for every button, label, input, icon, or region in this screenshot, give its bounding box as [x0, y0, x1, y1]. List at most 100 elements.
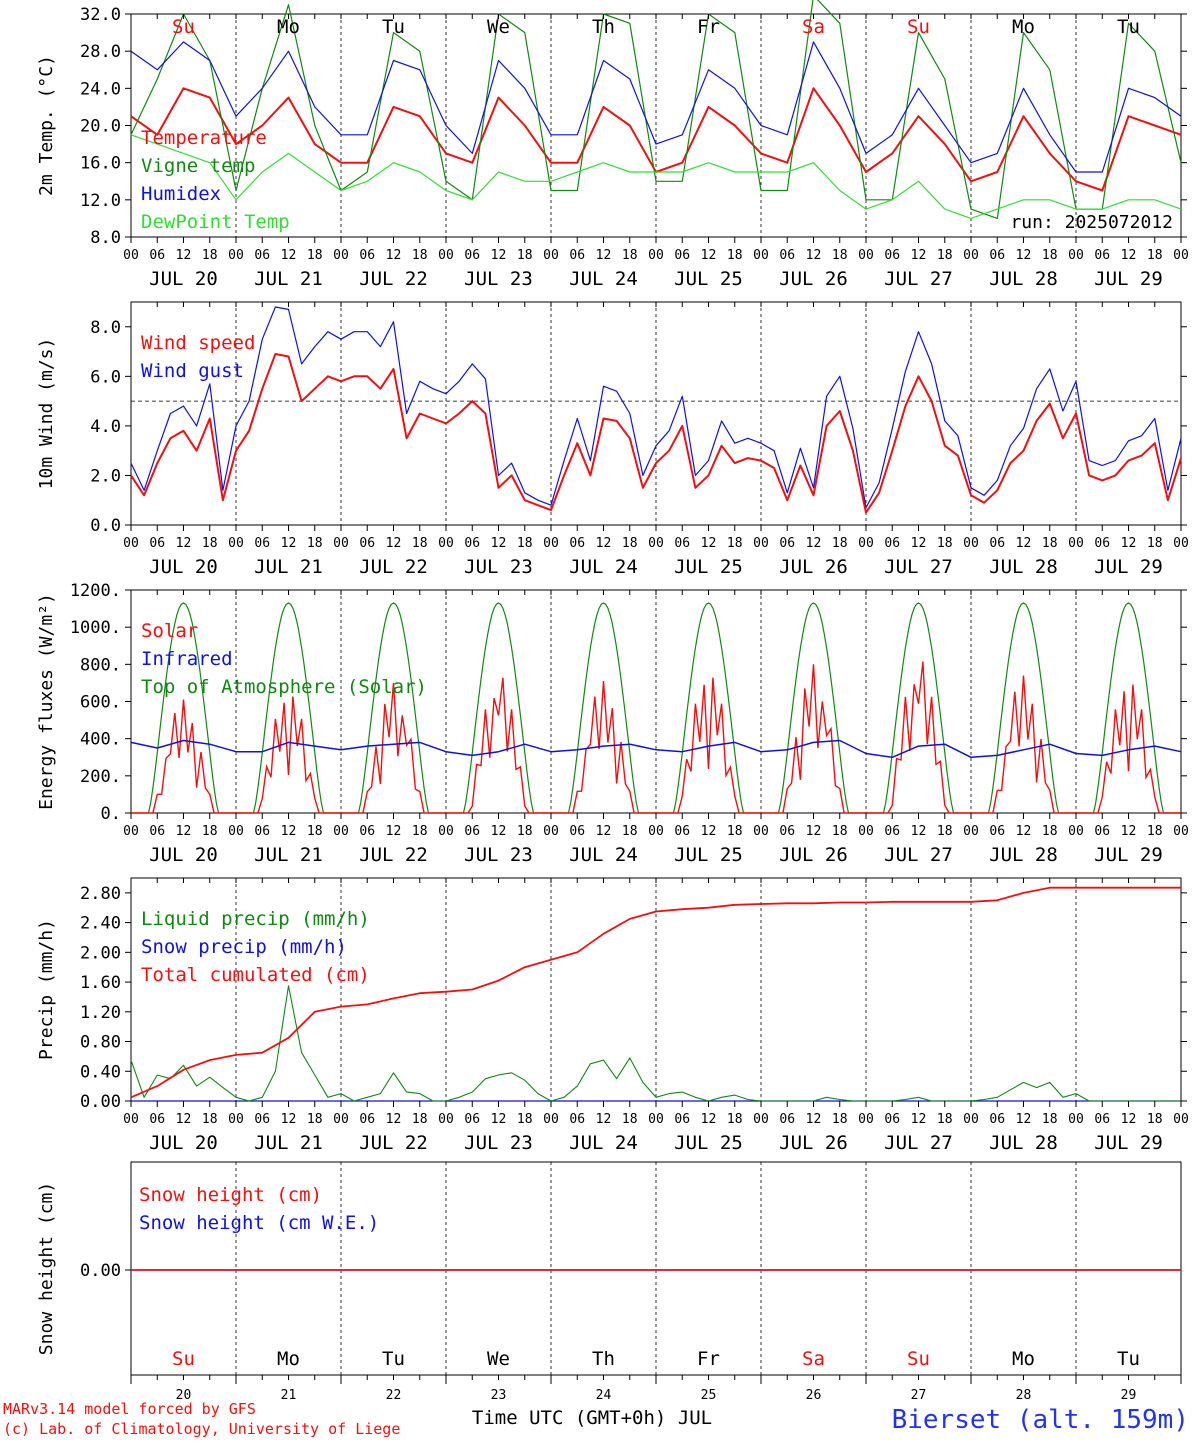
- hour-tick-label: 06: [149, 1112, 165, 1127]
- day-label: JUL 28: [989, 268, 1058, 290]
- hour-tick-label: 06: [149, 248, 165, 263]
- hour-tick-label: 12: [491, 248, 507, 263]
- hour-tick-label: 12: [701, 1112, 717, 1127]
- day-number-label: 20: [176, 1388, 192, 1403]
- weekday-label: Sa: [802, 16, 825, 38]
- credit-line-2: (c) Lab. of Climatology, University of L…: [3, 1420, 400, 1438]
- station-label: Bierset (alt. 159m): [892, 1405, 1189, 1435]
- hour-tick-label: 06: [359, 536, 375, 551]
- day-label: JUL 23: [464, 268, 533, 290]
- hour-tick-label: 06: [149, 824, 165, 839]
- hour-tick-label: 06: [989, 536, 1005, 551]
- hour-tick-label: 18: [1147, 248, 1163, 263]
- hour-tick-label: 00: [753, 536, 769, 551]
- day-label: JUL 25: [674, 556, 743, 578]
- series-line: [130, 739, 1182, 759]
- hour-tick-label: 00: [753, 248, 769, 263]
- hour-tick-label: 12: [806, 248, 822, 263]
- hour-tick-label: 06: [779, 536, 795, 551]
- day-label: JUL 24: [569, 1132, 638, 1154]
- day-number-label: 21: [281, 1388, 297, 1403]
- hour-tick-label: 18: [412, 824, 428, 839]
- hour-tick-label: 18: [937, 824, 953, 839]
- hour-tick-label: 18: [412, 248, 428, 263]
- legend-entry: Solar: [141, 620, 198, 642]
- hour-tick-label: 00: [648, 1112, 664, 1127]
- hour-tick-label: 12: [1121, 248, 1137, 263]
- hour-tick-label: 12: [1016, 1112, 1032, 1127]
- day-number-label: 29: [1121, 1388, 1137, 1403]
- hour-tick-label: 18: [202, 1112, 218, 1127]
- hour-tick-label: 00: [858, 536, 874, 551]
- y-axis-label: Snow height (cm): [36, 1182, 57, 1355]
- hour-tick-label: 00: [333, 536, 349, 551]
- hour-tick-label: 18: [202, 824, 218, 839]
- day-label: JUL 21: [254, 844, 323, 866]
- hour-tick-label: 00: [963, 824, 979, 839]
- hour-tick-label: 06: [884, 824, 900, 839]
- hour-tick-label: 12: [701, 536, 717, 551]
- hour-tick-label: 12: [281, 248, 297, 263]
- hour-tick-label: 18: [307, 536, 323, 551]
- day-label: JUL 20: [149, 1132, 218, 1154]
- hour-tick-label: 00: [858, 248, 874, 263]
- day-label: JUL 20: [149, 556, 218, 578]
- y-tick-label: 2.40: [80, 914, 121, 934]
- weekday-label: Fr: [697, 1348, 720, 1370]
- hour-tick-label: 12: [701, 248, 717, 263]
- hour-tick-label: 00: [1173, 536, 1189, 551]
- hour-tick-label: 12: [386, 248, 402, 263]
- hour-tick-label: 06: [884, 1112, 900, 1127]
- hour-tick-label: 12: [281, 824, 297, 839]
- y-tick-label: 200.: [80, 767, 121, 787]
- hour-tick-label: 00: [228, 248, 244, 263]
- hour-tick-label: 06: [464, 536, 480, 551]
- series-line: [130, 306, 1182, 509]
- hour-tick-label: 06: [569, 536, 585, 551]
- hour-tick-label: 12: [911, 1112, 927, 1127]
- hour-tick-label: 00: [438, 824, 454, 839]
- panel-frame: [130, 589, 1182, 814]
- y-tick-label: 28.0: [80, 42, 121, 62]
- hour-tick-label: 18: [1042, 824, 1058, 839]
- y-axis-label: 2m Temp. (°C): [36, 55, 57, 196]
- hour-tick-label: 18: [622, 536, 638, 551]
- hour-tick-label: 06: [674, 248, 690, 263]
- day-number-label: 23: [491, 1388, 507, 1403]
- hour-tick-label: 12: [596, 248, 612, 263]
- wind-panel: Wind speed Wind gust 0.0 2.0 4.0 6.0 8.0 10m Wi…: [36, 301, 1189, 578]
- hour-tick-label: 06: [779, 1112, 795, 1127]
- day-label: JUL 20: [149, 844, 218, 866]
- weekday-label: Tu: [382, 16, 405, 38]
- hour-tick-label: 18: [727, 1112, 743, 1127]
- hour-tick-label: 18: [727, 536, 743, 551]
- y-tick-label: 2.00: [80, 943, 121, 963]
- y-tick-label: 4.0: [90, 417, 121, 437]
- legend-entry: Total cumulated (cm): [141, 964, 370, 986]
- hour-tick-label: 18: [832, 248, 848, 263]
- day-label: JUL 24: [569, 844, 638, 866]
- day-label: JUL 21: [254, 1132, 323, 1154]
- hour-tick-label: 18: [1147, 536, 1163, 551]
- hour-tick-label: 18: [1042, 248, 1058, 263]
- y-tick-label: 12.0: [80, 191, 121, 211]
- hour-tick-label: 12: [911, 536, 927, 551]
- legend-entry: Temperature: [141, 127, 267, 149]
- legend-entry: Snow height (cm): [139, 1184, 322, 1206]
- hour-tick-label: 00: [648, 536, 664, 551]
- y-tick-label: 1.20: [80, 1003, 121, 1023]
- hour-tick-label: 06: [989, 248, 1005, 263]
- hour-tick-label: 12: [176, 824, 192, 839]
- hour-tick-label: 12: [806, 536, 822, 551]
- hour-tick-label: 18: [1042, 1112, 1058, 1127]
- panel-frame: [130, 301, 1182, 526]
- day-label: JUL 25: [674, 1132, 743, 1154]
- hour-tick-label: 18: [202, 248, 218, 263]
- hour-tick-label: 12: [596, 824, 612, 839]
- y-tick-label: 0.0: [90, 516, 121, 536]
- y-tick-label: 6.0: [90, 367, 121, 387]
- hour-tick-label: 12: [701, 824, 717, 839]
- hour-tick-label: 18: [517, 536, 533, 551]
- hour-tick-label: 00: [1068, 536, 1084, 551]
- day-label: JUL 28: [989, 556, 1058, 578]
